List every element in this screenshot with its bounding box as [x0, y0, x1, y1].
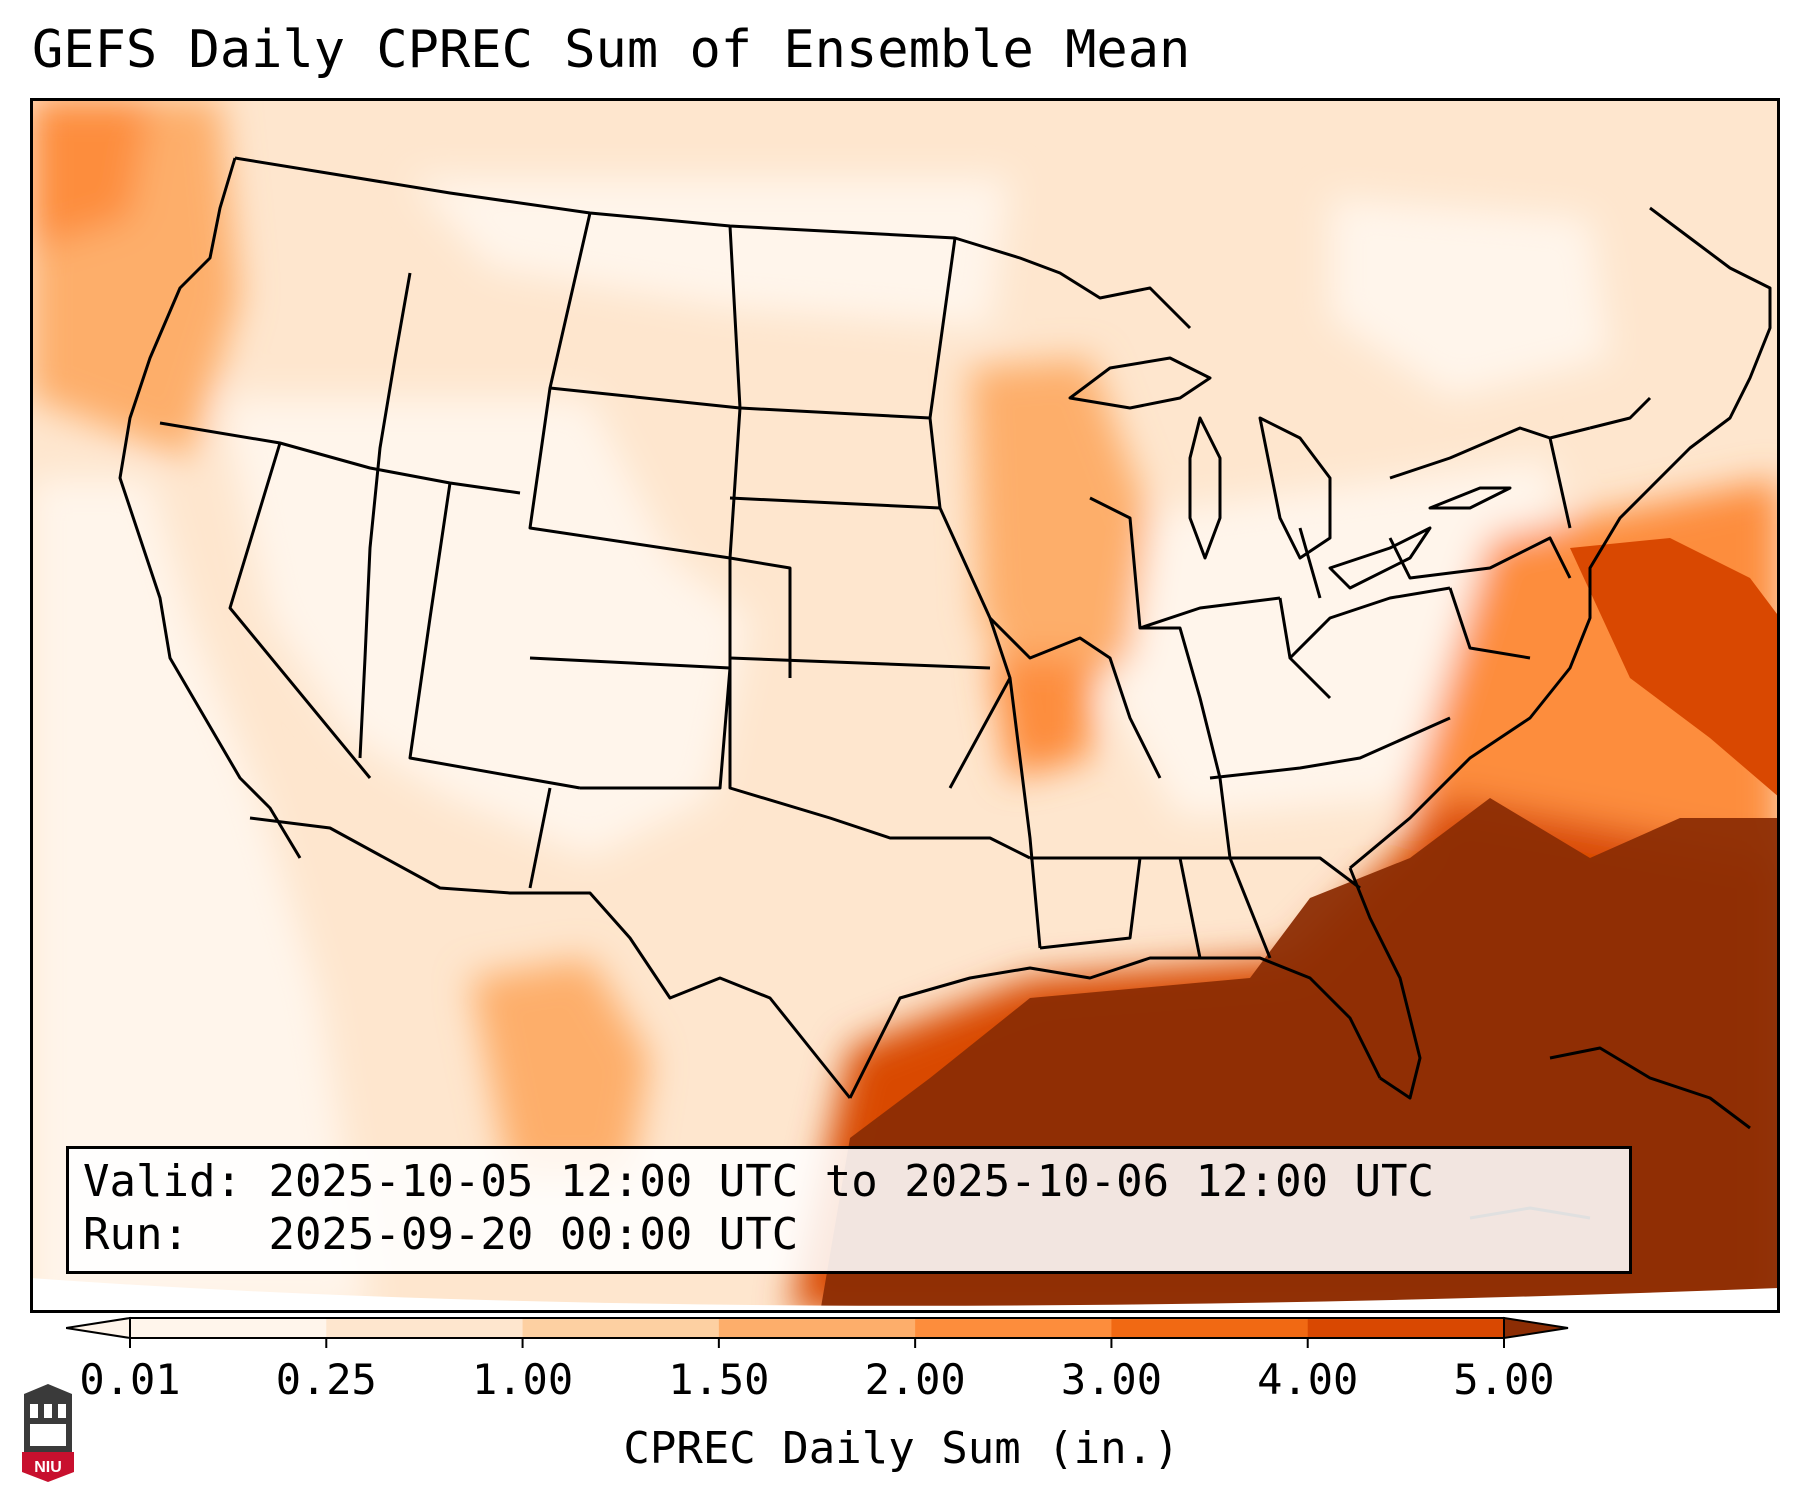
- colorbar-segment: [915, 1318, 1112, 1338]
- colorbar-tick-label: 1.50: [668, 1355, 769, 1404]
- colorbar-segment: [522, 1318, 720, 1338]
- projection-edge: [30, 1278, 1780, 1313]
- colorbar-tick-label: 0.25: [276, 1355, 377, 1404]
- precipitation-map: [30, 98, 1780, 1313]
- colorbar-extend-high: [1503, 1316, 1569, 1340]
- colorbar-tick-label: 5.00: [1453, 1355, 1554, 1404]
- colorbar-tick-label: 1.00: [472, 1355, 573, 1404]
- niu-logo: NIU: [20, 1384, 76, 1484]
- page-title: GEFS Daily CPREC Sum of Ensemble Mean: [32, 20, 1191, 80]
- logo-text: NIU: [34, 1459, 62, 1476]
- valid-label: Valid:: [83, 1156, 242, 1207]
- boundary-lines: [118, 156, 1772, 1220]
- colorbar-outline: [129, 1317, 1505, 1339]
- colorbar-segment: [130, 1318, 327, 1338]
- colorbar-extend-low: [65, 1316, 131, 1340]
- colorbar-segment: [718, 1318, 916, 1338]
- colorbar-svg: 0.01 0.25 1.00 1.50 2.00 3.00 4.00 5.00: [65, 1316, 1569, 1404]
- colorbar: 0.01 0.25 1.00 1.50 2.00 3.00 4.00 5.00: [65, 1312, 1742, 1472]
- map-border: [30, 98, 1780, 1313]
- run-label: Run:: [83, 1209, 189, 1260]
- map-svg: [30, 98, 1780, 1313]
- colorbar-tick-label: 2.00: [865, 1355, 966, 1404]
- colorbar-label: CPREC Daily Sum (in.): [623, 1423, 1180, 1474]
- colorbar-segment: [1307, 1318, 1505, 1338]
- validity-info-box: Valid: 2025-10-05 12:00 UTC to 2025-10-0…: [66, 1146, 1632, 1274]
- colorbar-segment: [326, 1318, 524, 1338]
- colorbar-segment: [1111, 1318, 1309, 1338]
- run-value: 2025-09-20 00:00 UTC: [268, 1209, 799, 1260]
- colorbar-tick-label: 4.00: [1257, 1355, 1358, 1404]
- colorbar-tick-label: 0.01: [79, 1355, 180, 1404]
- valid-value: 2025-10-05 12:00 UTC to 2025-10-06 12:00…: [268, 1156, 1435, 1207]
- colorbar-tick-label: 3.00: [1061, 1355, 1162, 1404]
